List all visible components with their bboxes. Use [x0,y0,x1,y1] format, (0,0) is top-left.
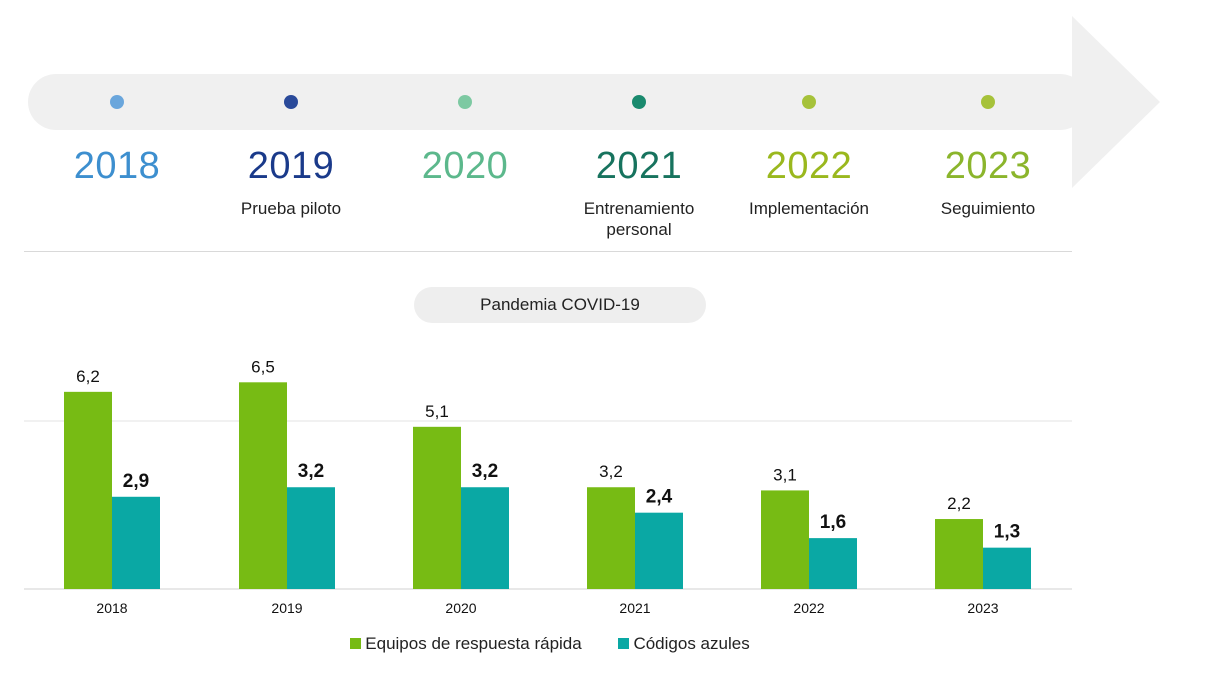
x-tick-label-2021: 2021 [619,600,650,616]
x-tick-label-2020: 2020 [445,600,476,616]
bar-blue-codes-2021 [635,512,683,589]
legend-item-rapid-response: Equipos de respuesta rápida [350,634,582,654]
timeline-dot-2021 [632,95,646,109]
legend-label-rapid-response: Equipos de respuesta rápida [365,634,582,653]
timeline-dot-2022 [802,95,816,109]
data-label-rapid-response-2023: 2,2 [947,494,971,513]
legend-swatch-rapid-response [350,638,362,649]
x-tick-label-2018: 2018 [96,600,127,616]
data-label-blue-codes-2018: 2,9 [123,471,149,492]
timeline-year-2022: 2022 [765,145,853,187]
data-label-blue-codes-2019: 3,2 [298,461,324,482]
section-divider [24,251,1072,252]
timeline-arrow-shaft [28,74,1088,130]
bar-rapid-response-2023 [935,519,983,589]
bar-blue-codes-2018 [112,496,160,589]
bar-blue-codes-2022 [809,538,857,589]
bar-blue-codes-2020 [461,487,509,589]
timeline-year-2018: 2018 [73,145,161,187]
bar-blue-codes-2019 [287,487,335,589]
timeline-milestone-2019: Prueba piloto [240,199,342,218]
legend-swatch-blue-codes [618,638,630,649]
x-tick-label-2023: 2023 [967,600,998,616]
timeline-dot-2023 [981,95,995,109]
timeline-year-2019: 2019 [247,145,335,187]
data-label-rapid-response-2022: 3,1 [773,465,797,484]
legend-item-blue-codes: Códigos azules [618,634,750,654]
timeline-milestone-2022: Implementación [748,199,869,218]
data-label-rapid-response-2020: 5,1 [425,402,449,421]
timeline-arrow-head [1072,16,1160,188]
data-label-rapid-response-2019: 6,5 [251,357,275,376]
bar-rapid-response-2018 [64,391,112,589]
timeline-milestone-2021: Entrenamiento personal [583,199,695,239]
timeline-dot-2020 [458,95,472,109]
bar-rapid-response-2019 [239,382,287,589]
pandemic-annotation: Pandemia COVID-19 [414,287,706,323]
timeline-year-2021: 2021 [595,145,683,187]
data-label-blue-codes-2023: 1,3 [994,522,1020,543]
timeline-milestone-2023: Seguimiento [940,199,1036,218]
data-label-rapid-response-2018: 6,2 [76,367,100,386]
timeline-year-2020: 2020 [421,145,509,187]
pandemic-label: Pandemia COVID-19 [480,295,640,314]
bar-rapid-response-2020 [413,426,461,589]
x-tick-label-2022: 2022 [793,600,824,616]
data-label-blue-codes-2022: 1,6 [820,512,846,533]
chart-legend: Equipos de respuesta rápida Códigos azul… [0,634,1100,654]
legend-label-blue-codes: Códigos azules [633,634,750,653]
data-label-rapid-response-2021: 3,2 [599,462,623,481]
timeline-year-2023: 2023 [944,145,1032,187]
data-label-blue-codes-2020: 3,2 [472,461,498,482]
x-tick-label-2019: 2019 [271,600,302,616]
timeline-dot-2019 [284,95,298,109]
bar-rapid-response-2022 [761,490,809,589]
bar-blue-codes-2023 [983,547,1031,589]
data-label-blue-codes-2021: 2,4 [646,487,673,508]
timeline-dot-2018 [110,95,124,109]
bar-rapid-response-2021 [587,487,635,589]
